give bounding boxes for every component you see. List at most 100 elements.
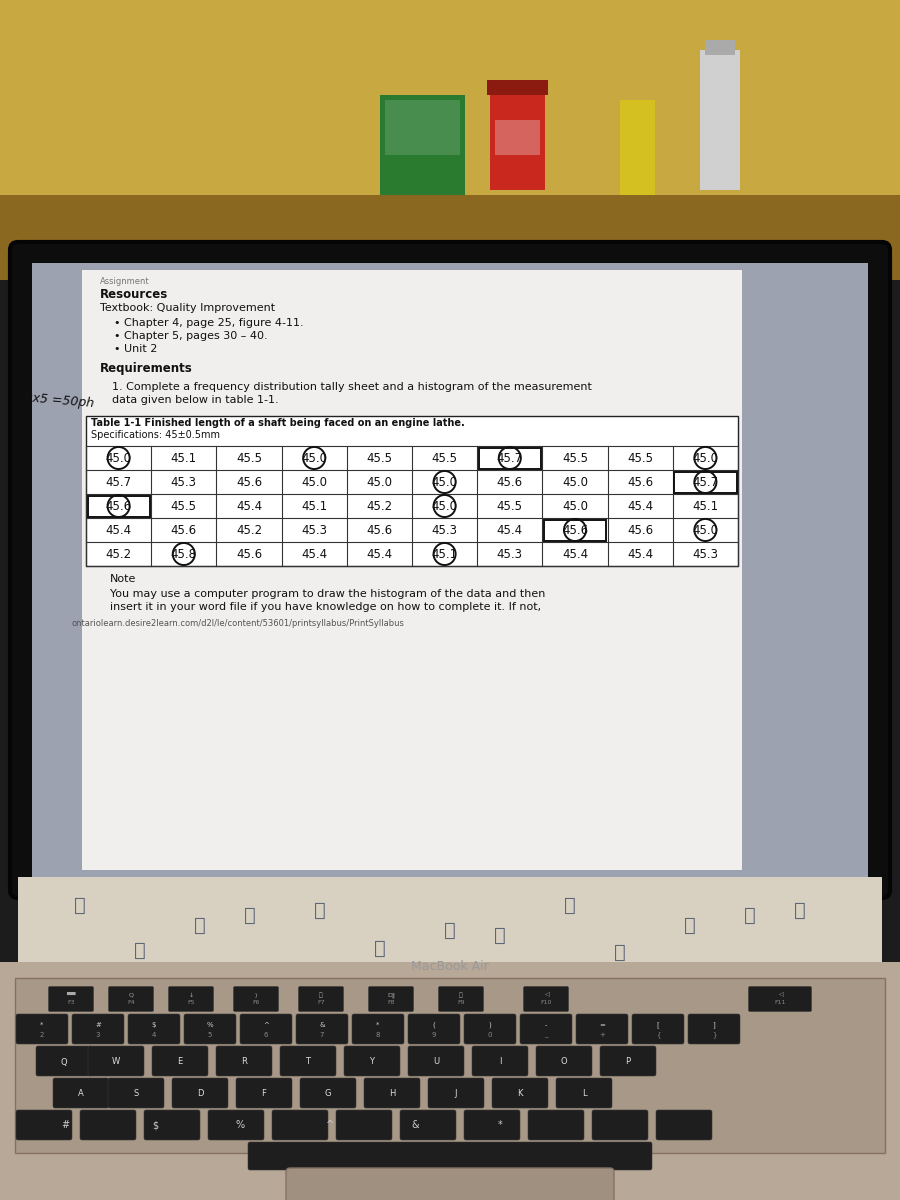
Text: 45.3: 45.3 [302,524,328,538]
FancyBboxPatch shape [408,1014,460,1044]
Text: J: J [454,1090,457,1098]
FancyBboxPatch shape [10,242,890,898]
Bar [18,877,882,962]
Text: 45.6: 45.6 [497,476,523,490]
Bar [385,100,460,155]
Bar [0,194,900,280]
Text: 2: 2 [40,1032,44,1038]
Text: O: O [561,1057,567,1067]
FancyBboxPatch shape [152,1046,208,1076]
Bar [544,520,606,540]
Text: 45.5: 45.5 [497,500,523,514]
Bar [380,95,465,194]
FancyBboxPatch shape [184,1014,236,1044]
Text: F6: F6 [252,1001,260,1006]
Text: &: & [411,1120,418,1130]
Text: _: _ [544,1032,548,1038]
Text: L: L [581,1090,586,1098]
Text: H: H [389,1090,395,1098]
Text: ): ) [255,992,257,997]
Text: }: } [712,1032,716,1038]
Text: ⏭: ⏭ [459,992,463,997]
Text: F10: F10 [540,1001,552,1006]
FancyBboxPatch shape [400,1110,456,1140]
FancyBboxPatch shape [128,1014,180,1044]
Bar [87,496,149,516]
FancyBboxPatch shape [109,986,154,1012]
FancyBboxPatch shape [352,1014,404,1044]
FancyBboxPatch shape [492,1078,548,1108]
Text: Note: Note [110,574,137,584]
FancyBboxPatch shape [36,1046,92,1076]
Text: I: I [499,1057,501,1067]
Text: F: F [262,1090,266,1098]
FancyBboxPatch shape [656,1110,712,1140]
Text: ⏮: ⏮ [320,992,323,997]
FancyBboxPatch shape [428,1078,484,1108]
FancyBboxPatch shape [53,1078,109,1108]
Text: ^: ^ [263,1022,269,1028]
Text: 45.0: 45.0 [562,500,588,514]
FancyBboxPatch shape [108,1078,164,1108]
Text: %: % [236,1120,245,1130]
Text: 45.6: 45.6 [105,500,131,514]
Text: U: U [433,1057,439,1067]
Text: #: # [61,1120,69,1130]
Text: 7: 7 [320,1032,324,1038]
Text: {: { [656,1032,661,1038]
Text: =: = [599,1022,605,1028]
Text: Requirements: Requirements [100,362,193,374]
Text: [: [ [657,1021,660,1028]
Text: 45.8: 45.8 [171,548,197,562]
Text: 🐟: 🐟 [614,942,626,961]
Text: Textbook: Quality Improvement: Textbook: Quality Improvement [100,302,275,313]
Text: A: A [78,1090,84,1098]
FancyBboxPatch shape [632,1014,684,1044]
Text: 🐟: 🐟 [134,941,146,960]
Text: 45.5: 45.5 [562,452,588,466]
FancyBboxPatch shape [464,1014,516,1044]
Text: 8: 8 [376,1032,380,1038]
Bar [674,472,736,492]
FancyBboxPatch shape [524,986,569,1012]
Bar [0,0,900,270]
Text: ^: ^ [326,1120,334,1130]
Text: 45.4: 45.4 [497,524,523,538]
Text: 45.1: 45.1 [302,500,328,514]
Text: 45.5: 45.5 [627,452,653,466]
Text: 0: 0 [488,1032,492,1038]
Text: insert it in your word file if you have knowledge on how to complete it. If not,: insert it in your word file if you have … [110,602,541,612]
Text: data given below in table 1-1.: data given below in table 1-1. [112,395,279,404]
Text: 45.4: 45.4 [627,500,653,514]
Text: 🐟: 🐟 [794,900,806,919]
Text: F11: F11 [774,1001,786,1006]
FancyBboxPatch shape [472,1046,528,1076]
Text: 45.3: 45.3 [432,524,457,538]
Text: 1. Complete a frequency distribution tally sheet and a histogram of the measurem: 1. Complete a frequency distribution tal… [112,382,592,392]
Text: F4: F4 [127,1001,135,1006]
Text: 45.2: 45.2 [366,500,392,514]
FancyBboxPatch shape [16,1110,72,1140]
Bar [479,448,541,468]
Bar [487,80,548,95]
Text: 🐟: 🐟 [684,916,696,935]
Text: Assignment: Assignment [100,277,149,286]
Text: K: K [518,1090,523,1098]
Text: 45.5: 45.5 [171,500,197,514]
FancyBboxPatch shape [72,1014,124,1044]
Text: 45.4: 45.4 [627,548,653,562]
Text: 45.1: 45.1 [692,500,718,514]
FancyBboxPatch shape [216,1046,272,1076]
Text: 🐟: 🐟 [194,916,206,935]
Text: 45.3: 45.3 [497,548,523,562]
Text: MacBook Air: MacBook Air [411,960,489,973]
Bar [495,120,540,155]
Text: You may use a computer program to draw the histogram of the data and then: You may use a computer program to draw t… [110,589,545,599]
Text: +: + [599,1032,605,1038]
FancyBboxPatch shape [336,1110,392,1140]
FancyBboxPatch shape [280,1046,336,1076]
Text: T: T [305,1057,310,1067]
FancyBboxPatch shape [536,1046,592,1076]
Text: 45.3: 45.3 [692,548,718,562]
Text: 45.0: 45.0 [692,524,718,538]
